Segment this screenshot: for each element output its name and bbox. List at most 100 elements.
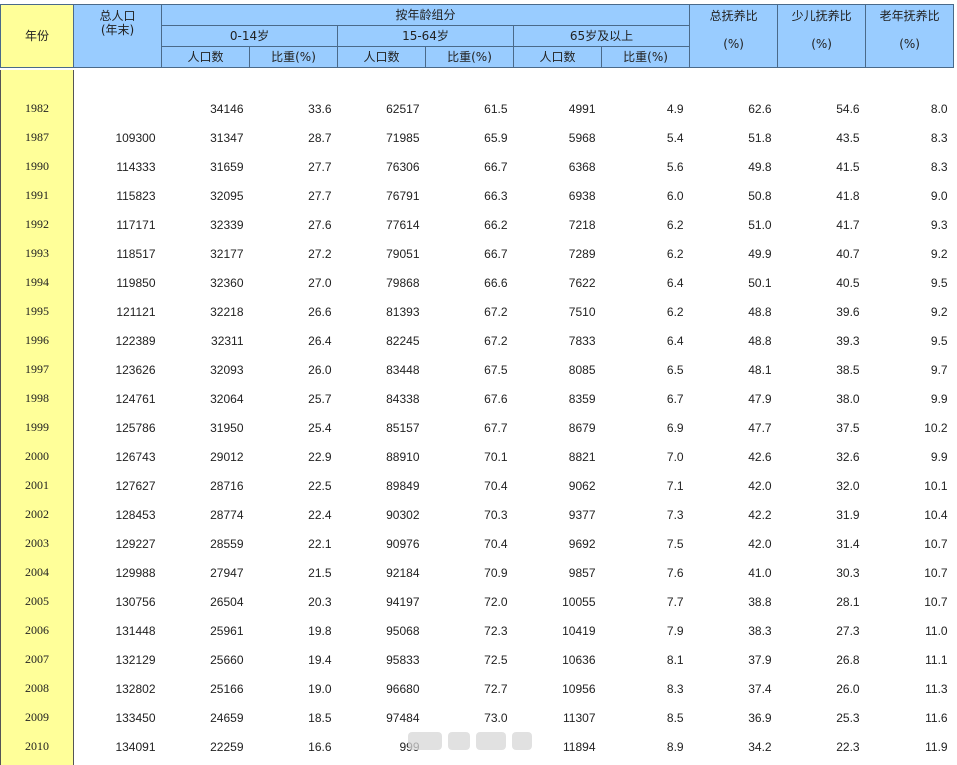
- table-row: 2004 129988 27947 21.5 92184 70.9 9857 7.6 41.0 3…: [1, 558, 954, 587]
- cell-total-population: 125786: [115, 420, 156, 435]
- cell-child-dependency: 38.5: [836, 362, 860, 377]
- cell-count-65-plus: 10636: [562, 652, 596, 667]
- cell-total-dependency: 50.1: [748, 275, 772, 290]
- cell-count-15-64: 999: [399, 739, 420, 754]
- header-child-dependency-label: 少儿抚养比: [791, 9, 852, 23]
- cell-old-dependency: 8.0: [930, 101, 948, 116]
- cell-total-population: 126743: [115, 449, 156, 464]
- cell-total-population: 132129: [115, 652, 156, 667]
- cell-share-0-14: 19.8: [308, 623, 332, 638]
- cell-share-15-64: 72.5: [484, 652, 508, 667]
- cell-child-dependency: 22.3: [836, 739, 860, 754]
- cell-count-65-plus: 5968: [568, 130, 596, 145]
- cell-share-15-64: 72.0: [484, 594, 508, 609]
- cell-count-0-14: 28716: [210, 478, 244, 493]
- cell-share-0-14: 16.6: [308, 739, 332, 754]
- cell-old-dependency: 11.0: [925, 623, 948, 638]
- cell-child-dependency: 41.7: [836, 217, 860, 232]
- cell-share-0-14: 20.3: [308, 594, 332, 609]
- cell-count-0-14: 32218: [210, 304, 244, 319]
- cell-share-15-64: 70.1: [484, 449, 508, 464]
- table-body: 1982 34146 33.6 62517 61.5 4991 4.9 62.6 54.6 8.0…: [1, 68, 954, 762]
- cell-share-0-14: 19.4: [308, 652, 332, 667]
- cell-share-15-64: 67.5: [484, 362, 508, 377]
- cell-count-65-plus: 10055: [562, 594, 596, 609]
- cell-old-dependency: 11.6: [925, 710, 948, 725]
- cell-count-15-64: 84338: [386, 391, 420, 406]
- cell-total-population: 132802: [115, 681, 156, 696]
- cell-old-dependency: 10.1: [924, 478, 948, 493]
- cell-total-dependency: 51.0: [748, 217, 772, 232]
- cell-count-15-64: 79868: [386, 275, 420, 290]
- cell-count-15-64: 77614: [386, 217, 420, 232]
- cell-share-15-64: 61.5: [484, 101, 508, 116]
- cell-count-15-64: 71985: [386, 130, 420, 145]
- header-count-15-64: 人口数: [337, 46, 426, 68]
- cell-share-15-64: 73.0: [484, 710, 508, 725]
- population-table: 年份 总人口 (年末) 按年龄组分 总抚养比 (%) 少儿抚养比 (%) 老年抚…: [0, 4, 955, 762]
- cell-count-0-14: 27947: [210, 565, 244, 580]
- cell-share-65-plus: 6.2: [666, 246, 684, 261]
- cell-share-65-plus: 6.4: [666, 333, 684, 348]
- cell-old-dependency: 11.9: [925, 739, 948, 754]
- cell-old-dependency: 8.3: [930, 130, 948, 145]
- header-year: 年份: [0, 4, 74, 68]
- cell-year: 2001: [25, 478, 49, 492]
- cell-old-dependency: 9.9: [930, 391, 948, 406]
- cell-year: 2005: [25, 594, 49, 608]
- cell-count-0-14: 24659: [210, 710, 244, 725]
- cell-share-65-plus: 7.9: [666, 623, 684, 638]
- table-row: 2000 126743 29012 22.9 88910 70.1 8821 7.0 42.6 3…: [1, 442, 954, 471]
- header-total-dependency: 总抚养比 (%): [689, 4, 779, 68]
- cell-total-population: 133450: [115, 710, 156, 725]
- cell-total-population: 122389: [115, 333, 156, 348]
- cell-count-65-plus: 6368: [568, 159, 596, 174]
- cell-total-dependency: 42.0: [748, 536, 772, 551]
- table-row: 2008 132802 25166 19.0 96680 72.7 10956 8.3 37.4…: [1, 674, 954, 703]
- cell-old-dependency: 11.3: [925, 681, 948, 696]
- cell-child-dependency: 40.7: [836, 246, 860, 261]
- cell-share-65-plus: 5.6: [666, 159, 684, 174]
- cell-share-65-plus: 5.4: [666, 130, 684, 145]
- cell-share-65-plus: 8.9: [666, 739, 684, 754]
- header-old-dependency-unit: (%): [899, 37, 920, 51]
- cell-count-15-64: 88910: [386, 449, 420, 464]
- cell-count-65-plus: 8085: [568, 362, 596, 377]
- cell-total-dependency: 42.2: [748, 507, 772, 522]
- cell-total-dependency: 49.9: [748, 246, 772, 261]
- cell-count-0-14: 25166: [210, 681, 244, 696]
- cell-share-0-14: 27.2: [308, 246, 332, 261]
- table-row: 1982 34146 33.6 62517 61.5 4991 4.9 62.6 54.6 8.0: [1, 94, 954, 123]
- cell-share-15-64: 67.2: [484, 333, 508, 348]
- cell-child-dependency: 32.0: [836, 478, 860, 493]
- cell-total-dependency: 48.8: [748, 333, 772, 348]
- header-share-15-64: 比重(%): [425, 46, 514, 68]
- cell-child-dependency: 32.6: [836, 449, 860, 464]
- cell-share-0-14: 27.7: [308, 188, 332, 203]
- cell-count-0-14: 25660: [210, 652, 244, 667]
- table-row: 2003 129227 28559 22.1 90976 70.4 9692 7.5 42.0 3…: [1, 529, 954, 558]
- cell-share-15-64: 66.3: [484, 188, 508, 203]
- cell-count-15-64: 83448: [386, 362, 420, 377]
- header-group-15-64: 15-64岁: [337, 25, 514, 47]
- cell-old-dependency: 9.5: [930, 275, 948, 290]
- cell-share-65-plus: 6.4: [666, 275, 684, 290]
- cell-count-15-64: 62517: [386, 101, 420, 116]
- cell-share-15-64: [426, 732, 514, 761]
- header-child-dependency-unit: (%): [811, 37, 832, 51]
- cell-year: 1997: [25, 362, 49, 376]
- table-row: 2009 133450 24659 18.5 97484 73.0 11307 8.5 36.9…: [1, 703, 954, 732]
- cell-count-0-14: 31347: [210, 130, 244, 145]
- cell-total-dependency: 47.7: [748, 420, 772, 435]
- cell-count-15-64: 97484: [386, 710, 420, 725]
- cell-year: 2010: [25, 739, 49, 753]
- header-share-65-plus: 比重(%): [600, 46, 691, 68]
- cell-year: 1995: [25, 304, 49, 318]
- cell-count-0-14: 32095: [210, 188, 244, 203]
- table-row: 1995 121121 32218 26.6 81393 67.2 7510 6.2 48.8 3…: [1, 297, 954, 326]
- cell-old-dependency: 9.0: [930, 188, 948, 203]
- cell-year: 1982: [25, 101, 49, 115]
- cell-total-dependency: 50.8: [748, 188, 772, 203]
- cell-count-65-plus: 7510: [568, 304, 596, 319]
